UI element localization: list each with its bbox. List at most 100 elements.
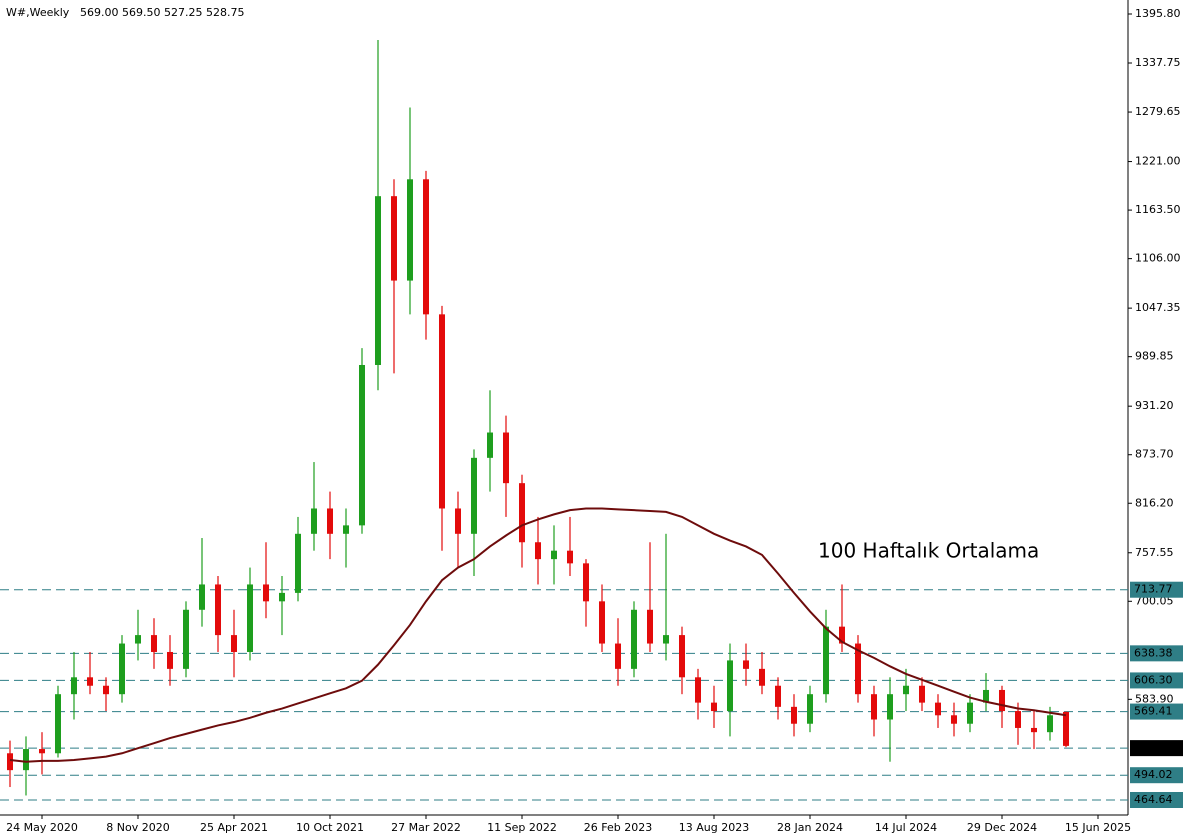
candle-body: [7, 753, 13, 771]
candle-body: [535, 542, 541, 560]
candle-body: [103, 685, 109, 695]
header-low: 527.25: [164, 6, 203, 19]
candle-body: [839, 626, 845, 644]
level-label: 713.77: [1134, 583, 1173, 596]
candle-body: [727, 660, 733, 712]
candle-body: [311, 508, 317, 534]
candle-body: [887, 694, 893, 720]
candle-body: [391, 196, 397, 281]
candle-body: [439, 314, 445, 509]
candle-body: [823, 626, 829, 695]
candle-body: [759, 668, 765, 686]
candle-body: [551, 550, 557, 560]
chart-title: W#,Weekly: [6, 6, 70, 19]
y-tick-label: 873.70: [1135, 448, 1174, 461]
candle-body: [679, 635, 685, 678]
candle-body: [215, 584, 221, 636]
candle-body: [135, 635, 141, 644]
level-box: [1130, 581, 1183, 598]
candle-body: [743, 660, 749, 669]
level-label: 569.41: [1134, 705, 1173, 718]
candle-body: [1015, 711, 1021, 728]
candle-body: [23, 749, 29, 771]
level-label: 526.10: [1134, 741, 1173, 754]
header-high: 569.50: [122, 6, 161, 19]
candle-body: [279, 592, 285, 602]
level-label: 494.02: [1134, 768, 1173, 781]
level-label: 606.30: [1134, 673, 1173, 686]
candle-body: [935, 702, 941, 716]
level-label: 638.38: [1134, 646, 1173, 659]
candle-body: [999, 689, 1005, 712]
level-box: [1130, 740, 1183, 757]
candle-body: [631, 609, 637, 669]
x-tick-label: 8 Nov 2020: [106, 821, 169, 834]
candle-body: [855, 643, 861, 695]
x-tick-label: 13 Aug 2023: [679, 821, 749, 834]
candle-body: [1031, 727, 1037, 733]
candle-body: [951, 715, 957, 724]
annotation: 100 Haftalık Ortalama: [818, 539, 1039, 563]
header-open: 569.00: [80, 6, 119, 19]
level-label: 464.64: [1134, 793, 1173, 806]
candle-body: [1063, 711, 1069, 746]
candle-body: [327, 508, 333, 534]
candle-body: [807, 694, 813, 724]
y-tick-label: 1337.75: [1135, 56, 1181, 69]
candle-body: [711, 702, 717, 712]
moving-average: [9, 507, 1067, 763]
candle-body: [487, 432, 493, 458]
candle-body: [407, 179, 413, 281]
y-tick-label: 583.90: [1135, 692, 1174, 705]
x-tick-label: 27 Mar 2022: [391, 821, 461, 834]
y-tick-label: 1106.00: [1135, 252, 1181, 265]
y-tick-label: 1221.00: [1135, 155, 1181, 168]
candle-body: [503, 432, 509, 484]
x-tick-label: 14 Jul 2024: [875, 821, 937, 834]
y-tick-label: 1163.50: [1135, 203, 1181, 216]
candle-body: [615, 643, 621, 669]
candle-body: [71, 677, 77, 695]
level-box: [1130, 767, 1183, 784]
candle-body: [375, 196, 381, 365]
candle-body: [87, 677, 93, 686]
candle-body: [791, 706, 797, 724]
candle-body: [567, 550, 573, 564]
candle-body: [903, 685, 909, 695]
candle-body: [583, 563, 589, 602]
y-tick-label: 1047.35: [1135, 301, 1181, 314]
candle-body: [647, 609, 653, 644]
candle-body: [359, 364, 365, 526]
candle-body: [695, 677, 701, 703]
candle-body: [343, 525, 349, 534]
candle-body: [919, 685, 925, 703]
candle-body: [455, 508, 461, 534]
candle-body: [1047, 715, 1053, 733]
y-tick-label: 1395.80: [1135, 7, 1181, 20]
header-close: 528.75: [206, 6, 245, 19]
candle-body: [119, 643, 125, 695]
x-tick-label: 11 Sep 2022: [487, 821, 557, 834]
y-tick-label: 931.20: [1135, 399, 1174, 412]
candle-body: [663, 635, 669, 644]
candle-body: [967, 702, 973, 724]
level-box: [1130, 672, 1183, 689]
candle-body: [471, 457, 477, 534]
candle-body: [247, 584, 253, 652]
level-box: [1130, 792, 1183, 809]
candle-body: [39, 749, 45, 754]
x-tick-label: 25 Apr 2021: [200, 821, 268, 834]
x-tick-label: 24 May 2020: [6, 821, 78, 834]
candle-body: [183, 609, 189, 669]
candle-body: [599, 601, 605, 644]
candle-body: [775, 685, 781, 707]
candle-body: [55, 694, 61, 754]
candle-body: [295, 533, 301, 593]
candle-body: [167, 651, 173, 669]
x-tick-label: 28 Jan 2024: [777, 821, 843, 834]
candle-body: [231, 635, 237, 652]
x-tick-label: 29 Dec 2024: [967, 821, 1037, 834]
y-tick-label: 757.55: [1135, 546, 1174, 559]
candle-body: [263, 584, 269, 602]
